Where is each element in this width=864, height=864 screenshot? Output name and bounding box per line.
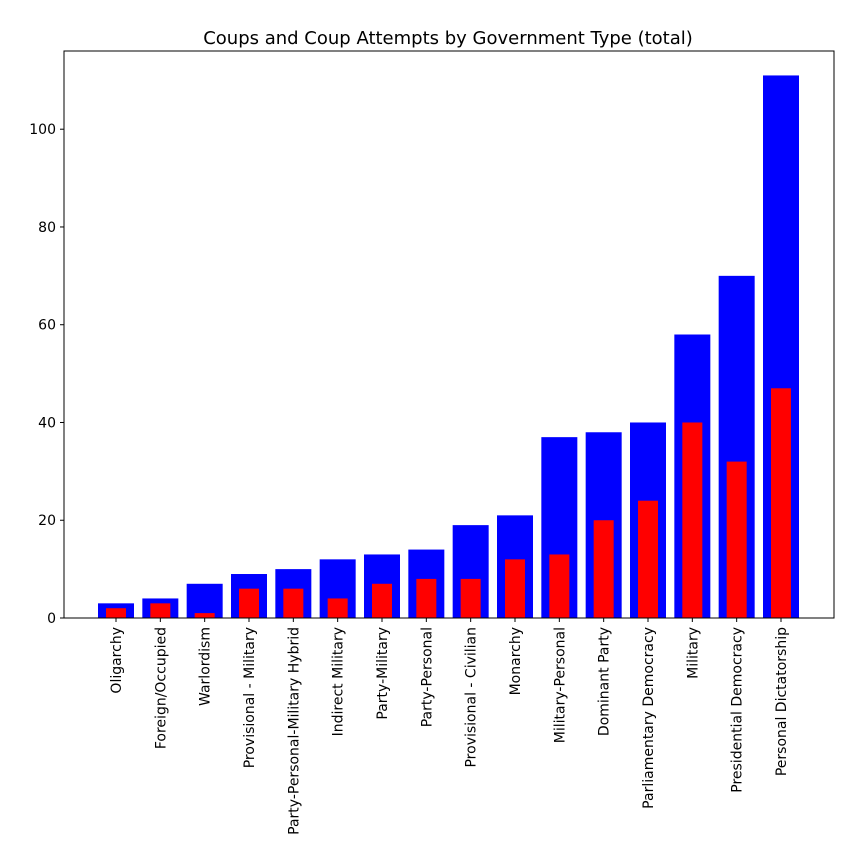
x-tick-label: Military: [685, 627, 701, 679]
y-tick-label: 40: [38, 415, 56, 431]
bar-successful: [682, 422, 702, 618]
x-tick-label: Foreign/Occupied: [153, 627, 169, 749]
bar-successful: [505, 559, 525, 618]
x-tick-label: Warlordism: [198, 627, 214, 706]
y-axis: 0 20 40 60 80 100: [29, 122, 64, 627]
y-tick-label: 100: [29, 122, 56, 138]
x-tick-label: Provisional - Civilian: [464, 627, 480, 768]
x-axis: Oligarchy Foreign/Occupied Warlordism Provi…: [109, 618, 790, 835]
bar-successful: [106, 608, 126, 618]
x-tick-label: Provisional - Military: [242, 627, 258, 768]
x-tick-label: Presidential Democracy: [730, 627, 746, 793]
bar-successful: [594, 520, 614, 618]
y-tick-label: 80: [38, 220, 56, 236]
bar-successful: [461, 579, 481, 618]
bar-successful: [416, 579, 436, 618]
x-tick-label: Dominant Party: [597, 627, 613, 736]
chart-title: Coups and Coup Attempts by Government Ty…: [203, 28, 693, 49]
y-tick-label: 60: [38, 318, 56, 334]
bar-successful: [372, 584, 392, 618]
bar-successful: [771, 388, 791, 618]
x-tick-label: Indirect Military: [331, 627, 347, 736]
bar-total: [187, 584, 223, 618]
x-tick-label: Oligarchy: [109, 627, 125, 694]
x-tick-label: Monarchy: [508, 627, 524, 695]
bar-successful: [727, 462, 747, 618]
x-tick-label: Party-Personal: [419, 627, 435, 727]
bar-successful: [239, 589, 259, 618]
x-tick-label: Parliamentary Democracy: [641, 627, 657, 809]
x-tick-label: Military-Personal: [552, 627, 568, 743]
series-successful: [106, 388, 791, 618]
bar-successful: [150, 603, 170, 618]
bar-successful: [195, 613, 215, 618]
y-tick-label: 0: [47, 611, 56, 627]
y-tick-label: 20: [38, 513, 56, 529]
bar-successful: [328, 598, 348, 618]
plot-frame: [64, 51, 834, 618]
x-tick-label: Personal Dictatorship: [774, 627, 790, 776]
bar-successful: [283, 589, 303, 618]
x-tick-label: Party-Military: [375, 627, 391, 720]
bar-successful: [638, 501, 658, 618]
bar-successful: [549, 554, 569, 618]
x-tick-label: Party-Personal-Military Hybrid: [286, 627, 302, 835]
